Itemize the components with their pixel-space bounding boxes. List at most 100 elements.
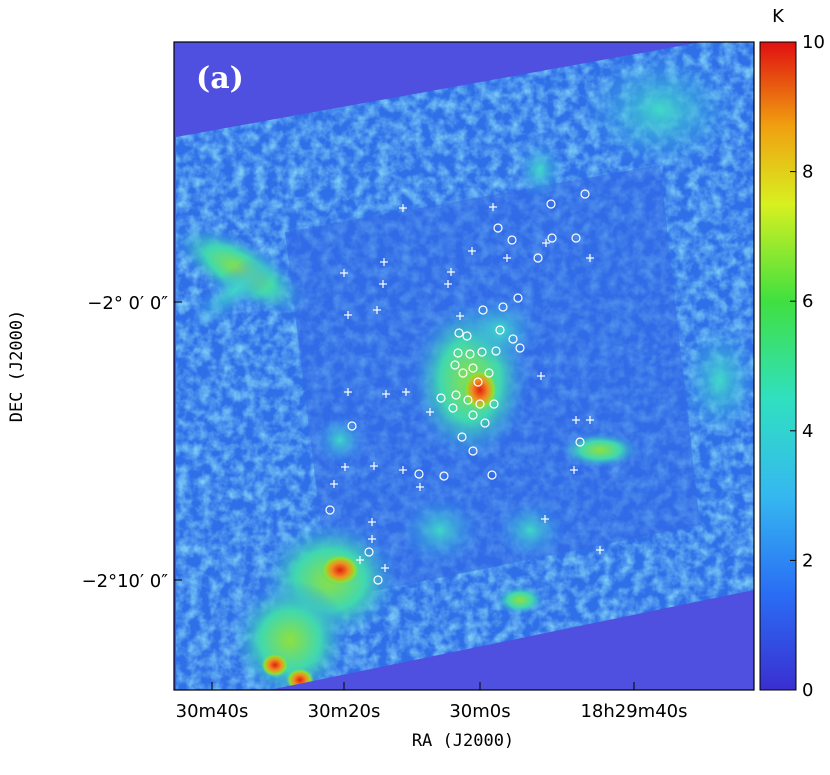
source-circle <box>478 305 488 315</box>
source-circle <box>468 363 478 373</box>
colorbar-ticks: 0 2 4 6 8 10 <box>790 32 825 701</box>
source-plus <box>572 416 580 424</box>
map-frame <box>173 41 755 691</box>
source-markers <box>325 189 604 585</box>
source-plus <box>468 247 476 255</box>
source-circle <box>507 235 517 245</box>
source-circle <box>453 348 463 358</box>
source-plus <box>370 462 378 470</box>
y-axis-title: DEC (J2000) <box>7 310 27 423</box>
source-circle <box>484 368 494 378</box>
x-tick-label: 30m20s <box>308 701 381 722</box>
colorbar-tick-label: 0 <box>802 680 813 701</box>
x-tick-label: 30m0s <box>449 701 510 722</box>
colorbar-tick-label: 10 <box>802 32 825 53</box>
colorbar-tick-label: 6 <box>802 291 813 312</box>
y-tick-label: −2° 0′ 0″ <box>87 293 168 314</box>
source-circle <box>475 399 485 409</box>
source-circle <box>515 343 525 353</box>
source-plus <box>570 466 578 474</box>
source-plus <box>537 372 545 380</box>
source-plus <box>380 258 388 266</box>
x-tick-label: 30m40s <box>176 701 249 722</box>
y-tick-label: −2°10′ 0″ <box>82 571 169 592</box>
source-circle <box>513 293 523 303</box>
source-plus <box>416 483 424 491</box>
panel-label: (a) <box>196 61 244 96</box>
source-circle <box>480 418 490 428</box>
source-plus <box>447 268 455 276</box>
source-circle <box>451 390 461 400</box>
colorbar: K 0 2 4 6 8 10 <box>759 6 825 701</box>
source-circle <box>468 410 478 420</box>
source-circle <box>462 331 472 341</box>
source-plus <box>596 546 604 554</box>
source-plus <box>356 556 364 564</box>
x-tick-label: 18h29m40s <box>580 701 687 722</box>
source-plus <box>340 269 348 277</box>
source-circle <box>489 399 499 409</box>
source-circle <box>477 347 487 357</box>
source-circle <box>546 199 556 209</box>
source-plus <box>426 408 434 416</box>
source-plus <box>330 480 338 488</box>
source-circle <box>508 334 518 344</box>
source-circle <box>439 471 449 481</box>
source-circle <box>465 349 475 359</box>
source-plus <box>489 203 497 211</box>
source-circle <box>364 547 374 557</box>
colorbar-scale <box>759 41 797 691</box>
source-plus <box>379 280 387 288</box>
source-plus <box>399 204 407 212</box>
source-circle <box>473 377 483 387</box>
colorbar-unit: K <box>772 6 785 27</box>
source-circle <box>458 368 468 378</box>
source-circle <box>580 189 590 199</box>
y-axis: −2° 0′ 0″ −2°10′ 0″ <box>82 293 182 592</box>
source-plus <box>586 254 594 262</box>
source-circle <box>547 233 557 243</box>
source-circle <box>454 328 464 338</box>
source-circle <box>347 421 357 431</box>
colorbar-tick-label: 4 <box>802 421 813 442</box>
source-plus <box>541 515 549 523</box>
source-circle <box>463 395 473 405</box>
source-plus <box>402 388 410 396</box>
source-circle <box>493 223 503 233</box>
source-circle <box>491 346 501 356</box>
source-plus <box>586 416 594 424</box>
source-circle <box>414 469 424 479</box>
source-plus <box>344 311 352 319</box>
source-plus <box>344 388 352 396</box>
source-plus <box>382 390 390 398</box>
source-plus <box>341 463 349 471</box>
source-circle <box>571 233 581 243</box>
source-circle <box>533 253 543 263</box>
source-circle <box>487 470 497 480</box>
colorbar-tick-label: 2 <box>802 550 813 571</box>
x-axis-title: RA (J2000) <box>412 731 514 751</box>
source-plus <box>373 306 381 314</box>
source-circle <box>498 302 508 312</box>
source-plus <box>399 466 407 474</box>
source-circle <box>436 393 446 403</box>
source-plus <box>368 535 376 543</box>
source-circle <box>325 505 335 515</box>
source-plus <box>381 564 389 572</box>
source-circle <box>495 325 505 335</box>
source-circle <box>468 446 478 456</box>
source-plus <box>456 312 464 320</box>
source-circle <box>450 360 460 370</box>
map-panel: (a) <box>173 41 755 691</box>
source-plus <box>368 518 376 526</box>
source-circle <box>373 575 383 585</box>
source-circle <box>448 403 458 413</box>
source-plus <box>542 239 550 247</box>
source-plus <box>503 254 511 262</box>
source-plus <box>444 280 452 288</box>
colorbar-tick-label: 8 <box>802 162 813 183</box>
source-circle <box>575 437 585 447</box>
x-axis: 30m40s 30m20s 30m0s 18h29m40s <box>176 682 688 722</box>
source-circle <box>457 432 467 442</box>
